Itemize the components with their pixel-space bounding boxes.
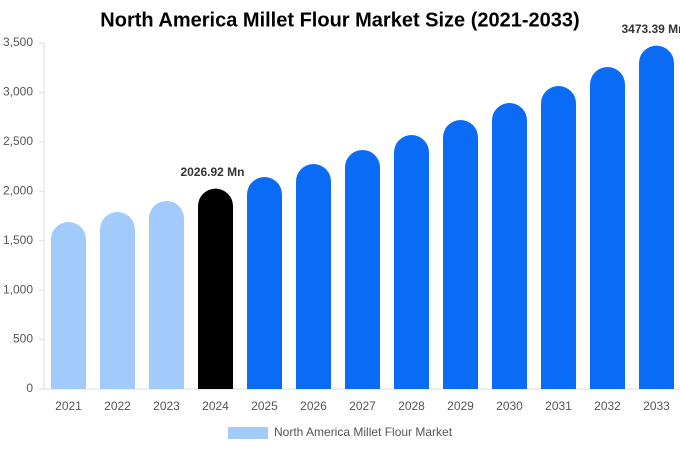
x-tick-label: 2031 bbox=[545, 399, 572, 413]
value-label: 2026.92 Mn bbox=[180, 165, 244, 179]
bar bbox=[296, 164, 331, 389]
bar bbox=[198, 188, 233, 389]
y-tick-label: 0 bbox=[26, 381, 33, 395]
x-tick-label: 2023 bbox=[153, 399, 180, 413]
bar bbox=[247, 177, 282, 389]
y-tick-label: 1,000 bbox=[3, 282, 33, 296]
x-tick-label: 2021 bbox=[55, 399, 82, 413]
value-label: 3473.39 Mn bbox=[621, 22, 680, 36]
y-tick-label: 1,500 bbox=[3, 233, 33, 247]
bar bbox=[51, 222, 86, 389]
bar bbox=[492, 103, 527, 389]
y-tick-label: 500 bbox=[13, 332, 33, 346]
bar bbox=[443, 120, 478, 390]
bar bbox=[541, 86, 576, 389]
y-tick-label: 3,500 bbox=[3, 35, 33, 49]
bar bbox=[394, 135, 429, 389]
y-tick-label: 2,500 bbox=[3, 134, 33, 148]
bar bbox=[639, 45, 674, 390]
x-tick-label: 2032 bbox=[594, 399, 621, 413]
bar bbox=[100, 212, 135, 389]
x-tick-label: 2022 bbox=[104, 399, 131, 413]
bar bbox=[345, 149, 380, 389]
legend-swatch bbox=[228, 427, 268, 439]
bar bbox=[590, 67, 625, 390]
x-tick-label: 2030 bbox=[496, 399, 523, 413]
x-tick-label: 2024 bbox=[202, 399, 229, 413]
x-tick-label: 2033 bbox=[643, 399, 670, 413]
x-tick-label: 2028 bbox=[398, 399, 425, 413]
legend-label: North America Millet Flour Market bbox=[274, 425, 453, 439]
y-tick-label: 2,000 bbox=[3, 183, 33, 197]
x-tick-label: 2027 bbox=[349, 399, 376, 413]
x-tick-label: 2026 bbox=[300, 399, 327, 413]
bar bbox=[149, 200, 184, 389]
y-tick-label: 3,000 bbox=[3, 85, 33, 99]
chart-title: North America Millet Flour Market Size (… bbox=[100, 9, 579, 31]
x-tick-label: 2025 bbox=[251, 399, 278, 413]
x-tick-label: 2029 bbox=[447, 399, 474, 413]
